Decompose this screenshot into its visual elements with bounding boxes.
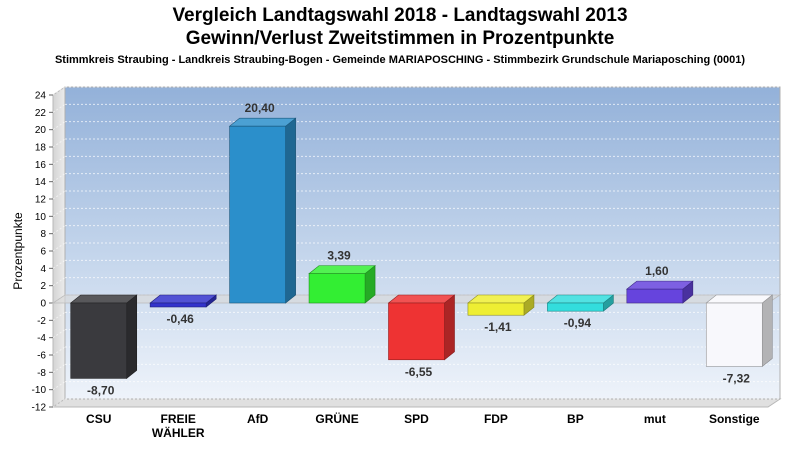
value-label: -6,55 [405,365,433,379]
y-tick-label: -8 [37,368,46,379]
gridline-depth [52,103,66,113]
bar-7 [625,280,694,304]
gridline-depth [52,155,66,165]
value-label: 1,60 [645,264,669,278]
bar-top [546,294,615,304]
gridline-depth [52,346,66,356]
value-label: -1,41 [484,320,512,334]
chart-floor [51,398,782,408]
bar-top [149,294,218,304]
y-tick-label: 2 [40,281,46,292]
bar-top [308,265,376,274]
x-category-label: CSU [86,412,111,426]
gridline-depth [52,173,66,183]
bar-1 [149,294,218,308]
bar-top [387,294,456,304]
x-category-label: SPD [404,412,429,426]
value-label: -0,46 [166,312,194,326]
y-tick-label: 14 [35,177,47,188]
x-category-label: AfD [247,412,269,426]
value-label: 3,39 [327,249,351,263]
value-label: 20,40 [245,101,275,115]
bar-top [705,294,774,304]
bar-side [126,294,138,380]
chart-side-wall [52,86,66,408]
bar-front [229,125,286,304]
x-category-label: Sonstige [709,412,760,426]
bar-front [70,302,128,379]
y-tick-label: -10 [32,385,47,396]
bar-0 [69,294,138,380]
bar-front [149,302,207,308]
gridline-depth [52,190,66,200]
bar-8 [705,294,774,368]
y-tick-label: -2 [37,316,46,327]
x-category-label: FREIE [160,412,195,426]
y-tick-label: 6 [40,247,46,258]
gridline-depth [52,121,66,131]
y-axis-title: Prozentpunkte [11,212,25,290]
y-tick-label: 8 [40,229,46,240]
bar-5 [467,294,535,316]
bar-front [467,302,525,316]
bar-front [705,302,763,367]
gridline-depth [52,381,66,391]
y-tick-label: 16 [35,160,47,171]
bar-front [388,302,445,361]
chart-title-line-1: Vergleich Landtagswahl 2018 - Landtagswa… [172,5,628,26]
gridline-depth [52,225,66,235]
y-tick-label: -12 [32,403,47,414]
bar-top [228,117,297,127]
x-category-label: mut [644,412,666,426]
gridline-depth [52,138,66,148]
x-category-label: BP [567,412,584,426]
x-category-label: WÄHLER [152,425,205,440]
bar-front [308,273,366,304]
y-tick-label: -4 [37,333,46,344]
y-tick-label: -6 [37,351,46,362]
gridline-depth [52,277,66,287]
bar-top [467,294,535,304]
y-tick-label: 4 [40,264,46,275]
gridline-depth [52,207,66,217]
gridline-depth [52,398,66,408]
y-tick-label: 0 [40,299,46,310]
gridline-depth [52,86,66,96]
bar-side [444,294,455,361]
bar-4 [387,294,456,361]
value-label: -7,32 [723,371,751,385]
bar-side [761,294,773,368]
gridline-depth [52,242,66,252]
value-label: -0,94 [564,316,592,330]
bar-6 [546,294,615,312]
bar-2 [228,117,297,304]
gridline-depth [52,363,66,373]
bar-front [626,288,684,304]
bar-top [625,280,694,290]
gridline-depth [52,259,66,269]
bar-side [285,117,296,304]
x-category-label: GRÜNE [315,411,358,426]
value-label: -8,70 [87,383,115,397]
bar-front [547,302,604,312]
bar-top [69,294,138,304]
y-tick-label: 18 [35,143,47,154]
x-category-label: FDP [484,412,508,426]
gridline-depth [52,329,66,339]
y-tick-label: 12 [35,195,47,206]
y-tick-label: 22 [35,108,47,119]
bar-3 [308,264,376,304]
chart-title-line-2: Gewinn/Verlust Zweitstimmen in Prozentpu… [185,28,615,49]
y-tick-label: 24 [35,91,47,102]
chart-subtitle: Stimmkreis Straubing - Landkreis Straubi… [54,54,746,66]
y-tick-label: 20 [35,125,47,136]
y-tick-label: 10 [35,212,47,223]
gridline-depth [52,311,66,321]
